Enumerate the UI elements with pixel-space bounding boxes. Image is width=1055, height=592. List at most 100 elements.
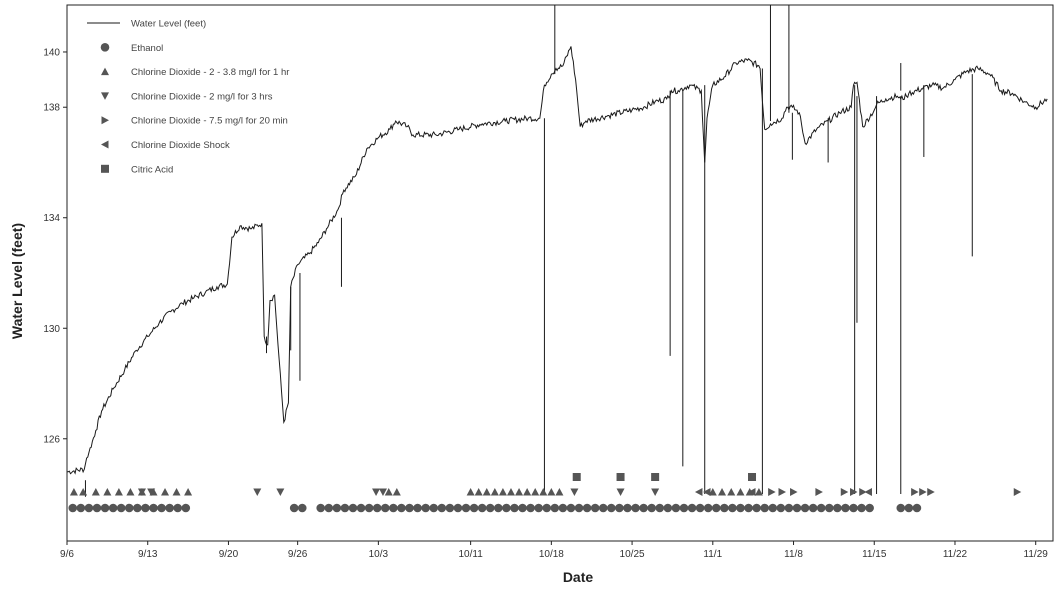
chlorine-dioxide-1hr-marker	[384, 488, 393, 496]
ethanol-marker	[841, 503, 850, 513]
ethanol-marker	[518, 503, 527, 513]
chlorine-dioxide-20min-marker	[849, 488, 858, 496]
ethanol-marker	[181, 503, 191, 513]
ethanol-marker	[623, 503, 632, 513]
chlorine-dioxide-20min-marker	[778, 488, 786, 496]
ethanol-marker	[477, 503, 487, 513]
ethanol-marker	[316, 503, 326, 513]
ethanol-marker	[824, 503, 834, 513]
ethanol-marker	[558, 503, 568, 513]
ethanol-marker	[149, 503, 158, 513]
ethanol-marker	[289, 503, 299, 513]
ethanol-marker	[808, 503, 818, 513]
x-tick-label: 11/1	[703, 549, 722, 560]
series-layer	[66, 5, 1048, 497]
ethanol-marker	[372, 503, 382, 513]
ethanol-marker	[445, 503, 455, 513]
x-tick-label: 9/26	[288, 549, 308, 560]
plot-area	[66, 4, 1054, 542]
legend-label: Water Level (feet)	[131, 19, 206, 30]
chlorine-dioxide-20min-marker	[840, 488, 849, 496]
citric-acid-marker	[748, 473, 757, 481]
y-tick-label: 140	[43, 47, 60, 58]
ethanol-marker	[68, 503, 78, 513]
chlorine-dioxide-3hr-marker	[276, 488, 285, 496]
chlorine-dioxide-1hr-marker	[718, 488, 727, 496]
x-axis-title: Date	[563, 569, 594, 585]
chlorine-dioxide-1hr-marker	[708, 488, 717, 496]
chlorine-dioxide-shock-marker	[694, 488, 703, 496]
chlorine-dioxide-1hr-marker	[482, 488, 491, 496]
ethanol-marker	[461, 503, 471, 513]
ethanol-marker	[157, 503, 166, 513]
ethanol-marker	[510, 503, 519, 513]
x-tick-label: 9/13	[138, 549, 158, 560]
ethanol-marker	[494, 503, 503, 513]
ethanol-marker	[736, 503, 745, 513]
chlorine-dioxide-20min-marker	[859, 488, 867, 496]
ethanol-marker	[720, 503, 729, 513]
ethanol-marker	[671, 503, 681, 513]
y-tick-label: 138	[43, 103, 60, 114]
chlorine-dioxide-1hr-marker	[547, 488, 556, 496]
chlorine-dioxide-1hr-marker	[79, 488, 88, 496]
chlorine-dioxide-1hr-marker	[515, 488, 524, 496]
citric-acid-marker	[616, 473, 625, 481]
chlorine-dioxide-shock-marker	[748, 488, 756, 496]
legend-label: Chlorine Dioxide Shock	[131, 140, 230, 151]
ethanol-marker	[607, 503, 616, 513]
ethanol-marker	[542, 503, 552, 513]
x-tick-label: 11/15	[862, 549, 887, 560]
ethanol-marker	[800, 503, 810, 513]
ethanol-marker	[728, 503, 737, 513]
ethanol-marker	[655, 503, 665, 513]
ethanol-marker	[165, 503, 174, 513]
legend-ethanol: Ethanol	[100, 43, 163, 54]
ethanol-marker	[421, 503, 430, 513]
plot-border	[66, 4, 1054, 542]
chlorine-dioxide-3hr-marker	[147, 488, 156, 496]
marker-layer	[68, 473, 1022, 513]
legend-chlorine-3hr: Chlorine Dioxide - 2 mg/l for 3 hrs	[101, 91, 273, 102]
ethanol-marker	[816, 503, 826, 513]
chlorine-dioxide-3hr-marker	[253, 488, 262, 496]
ethanol-marker	[663, 503, 673, 513]
ethanol-marker	[413, 503, 422, 513]
chlorine-dioxide-1hr-marker	[184, 488, 193, 496]
chlorine-dioxide-1hr-marker	[555, 488, 564, 496]
ethanol-marker	[332, 503, 342, 513]
ethanol-marker	[590, 503, 600, 513]
ethanol-marker	[502, 503, 511, 513]
ethanol-marker	[582, 503, 592, 513]
chlorine-dioxide-shock-marker	[864, 488, 872, 496]
ethanol-marker	[526, 503, 535, 513]
ethanol-marker	[405, 503, 414, 513]
chlorine-dioxide-20min-marker	[1013, 488, 1022, 496]
ethanol-marker	[397, 503, 406, 513]
legend-marker-swatch	[100, 43, 110, 52]
ethanol-marker	[857, 503, 866, 513]
ethanol-marker	[896, 503, 906, 513]
ethanol-marker	[340, 503, 350, 513]
chlorine-dioxide-shock-marker	[703, 488, 711, 496]
ethanol-marker	[865, 503, 874, 513]
citric-acid-marker	[651, 473, 660, 481]
legend-marker-swatch	[101, 116, 109, 125]
chlorine-dioxide-1hr-marker	[490, 488, 499, 496]
chlorine-dioxide-20min-marker	[790, 488, 798, 496]
axis-layer: 126 130 134 138 140 9/6 9/13 9/20 9/26 10/3 10/11 1…	[43, 47, 1048, 560]
ethanol-marker	[695, 503, 705, 513]
ethanol-marker	[133, 503, 142, 513]
ethanol-marker	[598, 503, 608, 513]
x-tick-label: 9/6	[60, 549, 74, 560]
ethanol-marker	[437, 503, 447, 513]
chlorine-dioxide-1hr-marker	[498, 488, 507, 496]
x-tick-label: 9/20	[219, 549, 239, 560]
x-tick-label: 10/11	[458, 549, 483, 560]
chlorine-dioxide-1hr-marker	[506, 488, 515, 496]
chlorine-dioxide-1hr-marker	[161, 488, 170, 496]
ethanol-marker	[904, 503, 914, 513]
chlorine-dioxide-1hr-marker	[91, 488, 100, 496]
ethanol-marker	[703, 503, 713, 513]
chlorine-dioxide-20min-marker	[911, 488, 919, 496]
